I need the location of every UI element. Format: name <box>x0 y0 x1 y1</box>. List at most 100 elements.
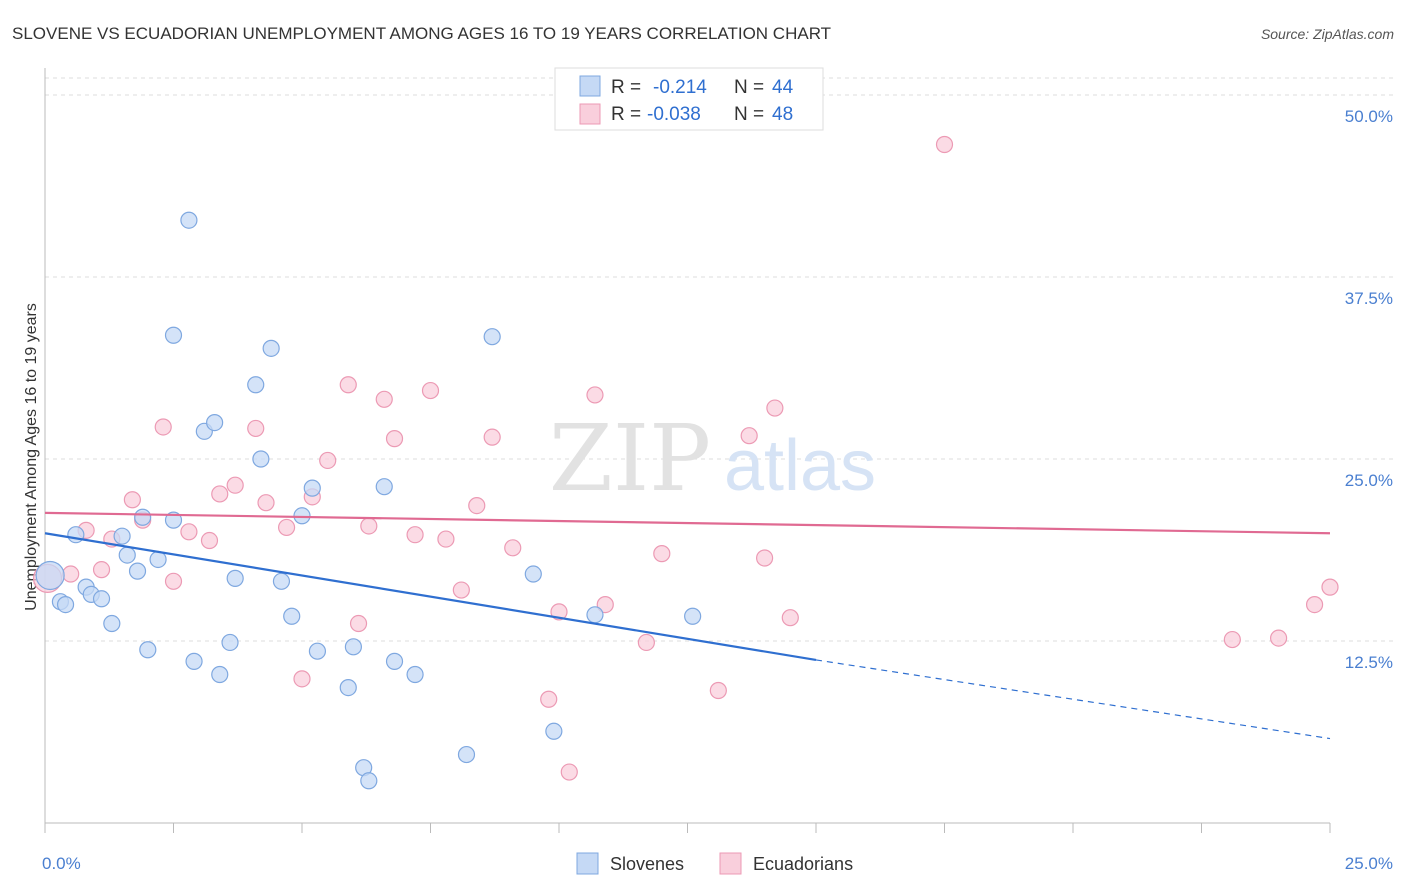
ecuadorian-point <box>483 428 501 446</box>
ecuadorian-point <box>293 670 311 688</box>
ecuadorian-point <box>1305 595 1324 614</box>
slovene-point <box>262 339 280 357</box>
ecuadorian-point <box>437 530 455 548</box>
legend-n-label-ecuadorians: N = <box>734 104 764 125</box>
legend-r-label-ecuadorians: R = <box>611 104 641 125</box>
legend-r-value-slovenes: -0.214 <box>653 77 707 98</box>
ecuadorian-point <box>586 386 604 404</box>
bottom-legend: Slovenes Ecuadorians <box>576 852 853 875</box>
ecuadorian-point <box>180 523 198 541</box>
grid <box>45 77 1394 642</box>
bottom-legend-swatch-ecuadorians <box>719 852 742 875</box>
ecuadorian-point <box>550 603 568 621</box>
slovene-point <box>35 560 65 591</box>
y-tick-label: 12.5% <box>1345 653 1393 672</box>
ecuadorian-point <box>540 690 558 708</box>
legend-n-value-ecuadorians: 48 <box>772 104 793 125</box>
ecuadorian-point <box>637 633 655 652</box>
ecuadorian-point <box>935 135 954 154</box>
slovene-point <box>221 633 239 652</box>
ecuadorian-point <box>452 581 470 599</box>
y-tick-label: 25.0% <box>1345 471 1393 490</box>
slovene-point <box>272 572 291 590</box>
ecuadorian-point <box>1321 578 1339 596</box>
ecuadorian-point <box>62 565 80 583</box>
slovene-point <box>92 590 111 608</box>
slovene-point <box>283 607 301 625</box>
bottom-legend-swatch-slovenes <box>576 852 599 875</box>
ecuadorian-point <box>375 390 393 408</box>
slovene-point <box>524 565 542 583</box>
ecuadorian-point <box>504 539 522 557</box>
slovene-point <box>339 678 357 697</box>
slovene-point <box>360 772 378 790</box>
legend-r-label-slovenes: R = <box>611 77 641 98</box>
slovene-point <box>385 652 404 670</box>
legend-r-value-ecuadorians: -0.038 <box>647 104 701 125</box>
legend-n-value-slovenes: 44 <box>772 77 794 98</box>
ecuadorian-point <box>226 476 244 494</box>
slovene-point <box>483 328 501 346</box>
slovene-point <box>303 479 321 497</box>
slovene-point <box>180 211 198 229</box>
ecuadorian-point <box>709 681 727 700</box>
slovene-point <box>586 606 604 624</box>
ecuadorian-point <box>164 572 183 590</box>
ecuadorian-point <box>740 427 758 445</box>
ecuadorian-point <box>766 399 784 417</box>
ecuadorian-point <box>123 491 141 509</box>
slovene-point <box>185 652 203 670</box>
ecuadorian-point <box>349 614 368 633</box>
x-tick-label: 0.0% <box>42 854 81 873</box>
ecuadorian-point <box>360 517 378 535</box>
legend-swatch-slovenes <box>579 75 601 97</box>
slovene-point <box>206 414 224 432</box>
slovene-point <box>164 326 183 344</box>
slovene-point <box>375 478 393 496</box>
watermark-zip: ZIP <box>549 405 711 512</box>
ecuadorian-point <box>560 763 578 781</box>
ecuadorian-point <box>596 595 614 614</box>
slovene-trend-line-extension <box>815 659 1331 740</box>
ecuadorian-point <box>339 376 357 394</box>
ecuadorian-point <box>1223 630 1241 649</box>
slovene-point <box>118 546 136 564</box>
ecuadorian-point <box>1269 629 1288 647</box>
ecuadorian-point <box>421 381 440 400</box>
slovene-point <box>211 665 229 684</box>
ecuadorian-point <box>257 494 275 512</box>
slovene-point <box>457 745 476 764</box>
slovene-trend-line <box>44 532 817 662</box>
slovene-point <box>113 527 131 545</box>
ecuadorian-point <box>319 451 337 470</box>
slovene-point <box>134 508 152 526</box>
slovene-point <box>684 607 702 625</box>
ecuadorian-point <box>211 485 229 503</box>
ecuadorian-point <box>277 518 296 537</box>
ecuadorian-point <box>468 496 486 515</box>
legend: R = -0.214 N = 44 R = -0.038 N = 48 <box>554 67 824 131</box>
ecuadorian-point <box>247 419 265 438</box>
axes: 12.5% 25.0% 37.5% 50.0% 0.0% 25.0% <box>42 68 1393 873</box>
slovene-point <box>344 638 362 656</box>
watermark: ZIP atlas <box>549 405 876 512</box>
slovene-point <box>103 614 121 633</box>
trend-lines <box>44 511 1331 740</box>
ecuadorian-point <box>653 545 671 563</box>
slovene-point <box>252 450 270 468</box>
legend-swatch-ecuadorians <box>579 103 601 125</box>
data-points <box>32 135 1339 790</box>
slovene-point <box>139 641 157 659</box>
ecuadorian-point <box>406 526 424 544</box>
ecuadorian-point <box>385 430 404 448</box>
slovene-point <box>128 562 147 580</box>
bottom-legend-label-slovenes: Slovenes <box>610 854 684 874</box>
x-tick-label: 25.0% <box>1345 854 1393 873</box>
ecuadorian-point <box>92 561 111 579</box>
slovene-point <box>545 722 563 740</box>
ecuadorian-point <box>200 531 219 550</box>
slovene-point <box>247 376 265 394</box>
slovene-point <box>164 511 183 529</box>
y-tick-label: 50.0% <box>1345 107 1393 126</box>
